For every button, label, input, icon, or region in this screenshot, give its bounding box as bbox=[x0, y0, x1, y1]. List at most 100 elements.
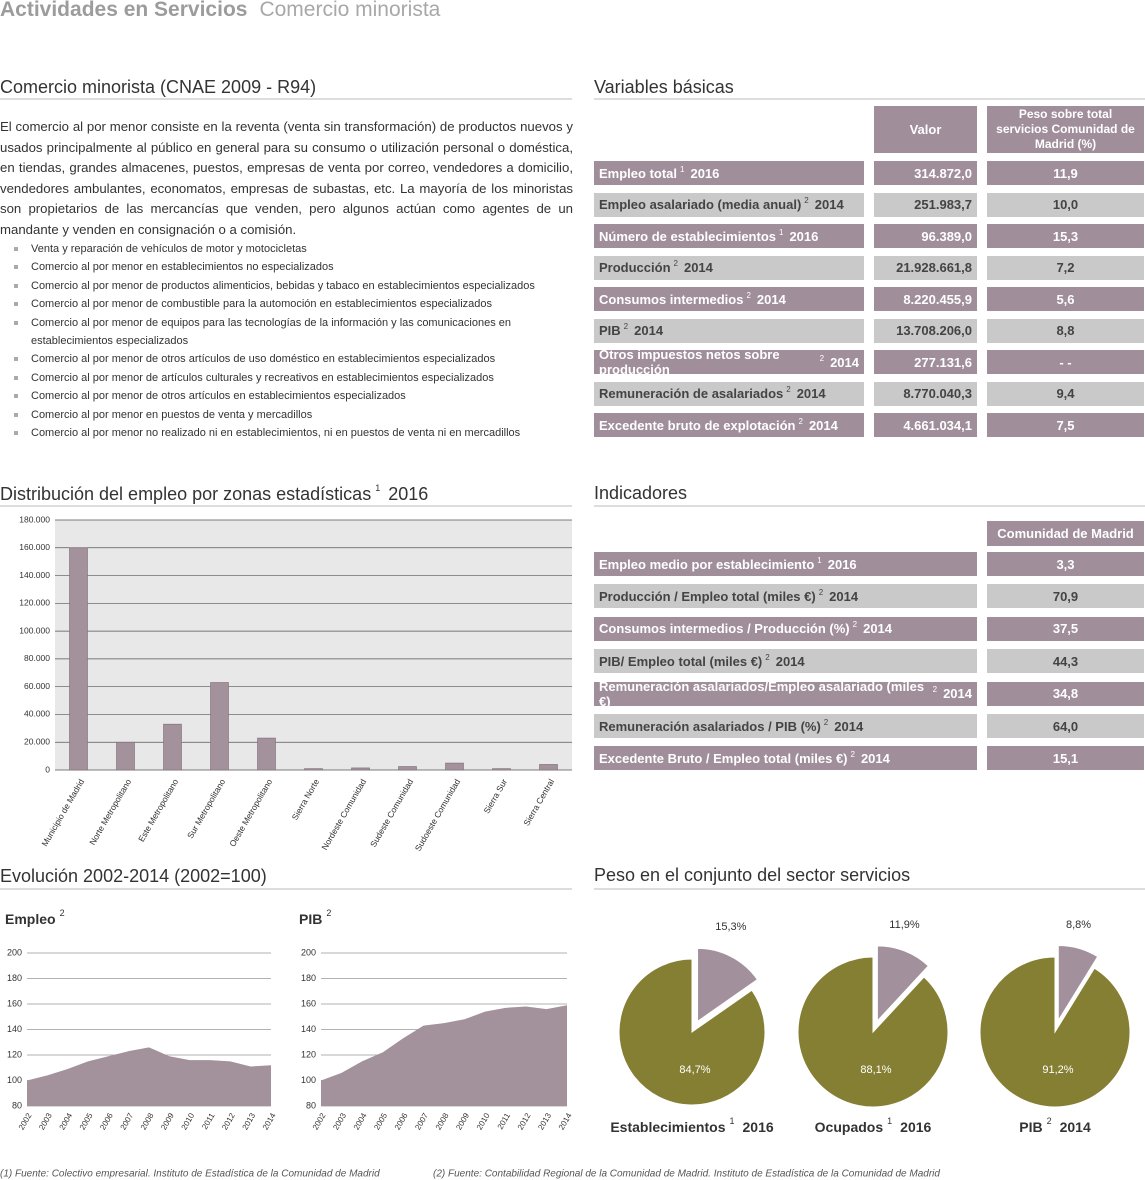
slice-label: 15,3% bbox=[715, 921, 746, 933]
x-tick-label: 2012 bbox=[220, 1111, 237, 1131]
y-tick-label: 160.000 bbox=[19, 542, 50, 552]
title-year: 2016 bbox=[388, 484, 428, 504]
row-label: Consumos intermedios 2 2014 bbox=[594, 287, 864, 311]
row-label: Otros impuestos netos sobre producción 2 2… bbox=[594, 347, 864, 377]
pie-slice bbox=[697, 947, 759, 1023]
column-header: Valor bbox=[874, 106, 977, 153]
label-note: 2 bbox=[932, 685, 938, 695]
share-cell: 5,6 bbox=[987, 287, 1144, 311]
chart-title: Ocupados 1 2016 bbox=[815, 1116, 932, 1134]
footnote: (1) Fuente: Colectivo empresarial. Insti… bbox=[0, 1169, 380, 1180]
row-label: Empleo medio por establecimiento 1 2016 bbox=[594, 552, 977, 576]
label-text: Empleo asalariado (media anual) bbox=[599, 197, 802, 212]
y-tick-label: 120 bbox=[301, 1049, 316, 1059]
value-cell: 44,3 bbox=[987, 649, 1144, 674]
x-tick-label: 2010 bbox=[475, 1111, 492, 1131]
label-year: 2014 bbox=[943, 686, 972, 702]
label-year: 2014 bbox=[634, 323, 664, 338]
y-tick-label: 180 bbox=[301, 973, 316, 983]
label-note: 2 bbox=[623, 322, 629, 331]
label-year: 2016 bbox=[827, 556, 857, 572]
x-tick-label: 2014 bbox=[557, 1111, 574, 1131]
list-item: Comercio al por menor de combustible par… bbox=[0, 295, 573, 313]
y-tick-label: 80 bbox=[12, 1100, 22, 1110]
x-tick-label: 2003 bbox=[37, 1111, 54, 1131]
bar bbox=[210, 682, 229, 771]
x-tick-label: Sierra Norte bbox=[290, 777, 322, 822]
share-cell: 11,9 bbox=[987, 161, 1144, 185]
row-label: Remuneración asalariados / PIB (%) 2 2014 bbox=[594, 714, 977, 738]
row-label: Excedente bruto de explotación 2 2014 bbox=[594, 413, 864, 437]
x-tick-label: 2006 bbox=[98, 1111, 115, 1131]
value-cell: 70,9 bbox=[987, 584, 1144, 609]
label-year: 2014 bbox=[860, 750, 890, 766]
intro-list: Venta y reparación de vehículos de motor… bbox=[0, 240, 573, 442]
row-label: Consumos intermedios / Producción (%) 2 20… bbox=[594, 616, 977, 641]
label-note: 2 bbox=[818, 587, 824, 597]
row-label: Producción / Empleo total (miles €) 2 2014 bbox=[594, 584, 977, 609]
section-title: Indicadores bbox=[594, 483, 687, 503]
y-tick-label: 120.000 bbox=[19, 598, 50, 608]
value-cell: 277.131,6 bbox=[874, 350, 977, 374]
bar bbox=[398, 766, 417, 771]
title-note: 1 bbox=[887, 1116, 892, 1126]
list-item: Comercio al por menor en puestos de vent… bbox=[0, 406, 573, 424]
x-tick-label: 2012 bbox=[516, 1111, 533, 1131]
slice-label: 11,9% bbox=[889, 919, 920, 931]
value-cell: 314.872,0 bbox=[874, 161, 977, 185]
label-year: 2016 bbox=[690, 165, 720, 181]
y-tick-label: 140 bbox=[301, 1024, 316, 1034]
bar bbox=[351, 767, 370, 771]
slice-label: 88,1% bbox=[860, 1064, 891, 1076]
x-tick-label: 2009 bbox=[454, 1111, 471, 1131]
value-cell: 4.661.034,1 bbox=[874, 413, 977, 437]
pie-slice bbox=[876, 945, 930, 1023]
bar bbox=[69, 547, 88, 771]
value-cell: 13.708.206,0 bbox=[874, 318, 977, 343]
share-cell: 10,0 bbox=[987, 192, 1144, 217]
slice-label: 91,2% bbox=[1042, 1064, 1073, 1076]
label-text: Consumos intermedios / Producción (%) bbox=[599, 621, 850, 637]
y-tick-label: 140 bbox=[7, 1024, 22, 1034]
y-tick-label: 0 bbox=[45, 764, 50, 774]
bar bbox=[445, 762, 464, 771]
x-tick-label: 2007 bbox=[413, 1111, 430, 1131]
label-text: PIB bbox=[599, 323, 621, 338]
row-label: Empleo total 1 2016 bbox=[594, 161, 864, 185]
bar bbox=[539, 764, 558, 771]
y-tick-label: 160 bbox=[301, 998, 316, 1008]
page-header: Actividades en Servicios Comercio minoris… bbox=[0, 0, 441, 21]
title-text: PIB bbox=[299, 911, 322, 927]
label-year: 2014 bbox=[808, 417, 838, 433]
bar bbox=[492, 768, 511, 771]
section-title: Evolución 2002-2014 (2002=100) bbox=[0, 866, 267, 886]
bar bbox=[116, 741, 135, 771]
title-year: 2014 bbox=[1060, 1119, 1091, 1135]
x-tick-label: 2003 bbox=[331, 1111, 348, 1131]
x-tick-label: 2013 bbox=[536, 1111, 553, 1131]
label-text: Empleo medio por establecimiento bbox=[599, 556, 815, 572]
label-note: 2 bbox=[746, 290, 751, 300]
section-title: Comercio minorista (CNAE 2009 - R94) bbox=[0, 77, 316, 97]
label-note: 1 bbox=[817, 555, 822, 565]
label-note: 2 bbox=[804, 196, 809, 205]
x-tick-label: 2013 bbox=[241, 1111, 258, 1131]
label-year: 2014 bbox=[796, 386, 826, 401]
value-cell: 8.770.040,3 bbox=[874, 381, 977, 406]
x-tick-label: 2010 bbox=[180, 1111, 197, 1131]
row-label: PIB/ Empleo total (miles €) 2 2014 bbox=[594, 649, 977, 674]
label-text: Otros impuestos netos sobre producción bbox=[599, 347, 780, 377]
label-year: 2014 bbox=[863, 621, 893, 637]
header-subtitle: Comercio minorista bbox=[259, 0, 440, 21]
label-text: Empleo total bbox=[599, 165, 678, 181]
value-cell: 21.928.661,8 bbox=[874, 255, 977, 280]
title-note: 2 bbox=[1047, 1116, 1052, 1126]
list-item: Comercio al por menor de otros artículos… bbox=[0, 387, 573, 405]
x-tick-label: 2002 bbox=[311, 1111, 328, 1131]
label-text: Remuneración asalariados/Empleo asalaria… bbox=[599, 678, 925, 709]
bar bbox=[163, 723, 182, 771]
value-cell: 34,8 bbox=[987, 681, 1144, 706]
pie-slice bbox=[979, 956, 1131, 1108]
label-year: 2014 bbox=[830, 354, 859, 370]
